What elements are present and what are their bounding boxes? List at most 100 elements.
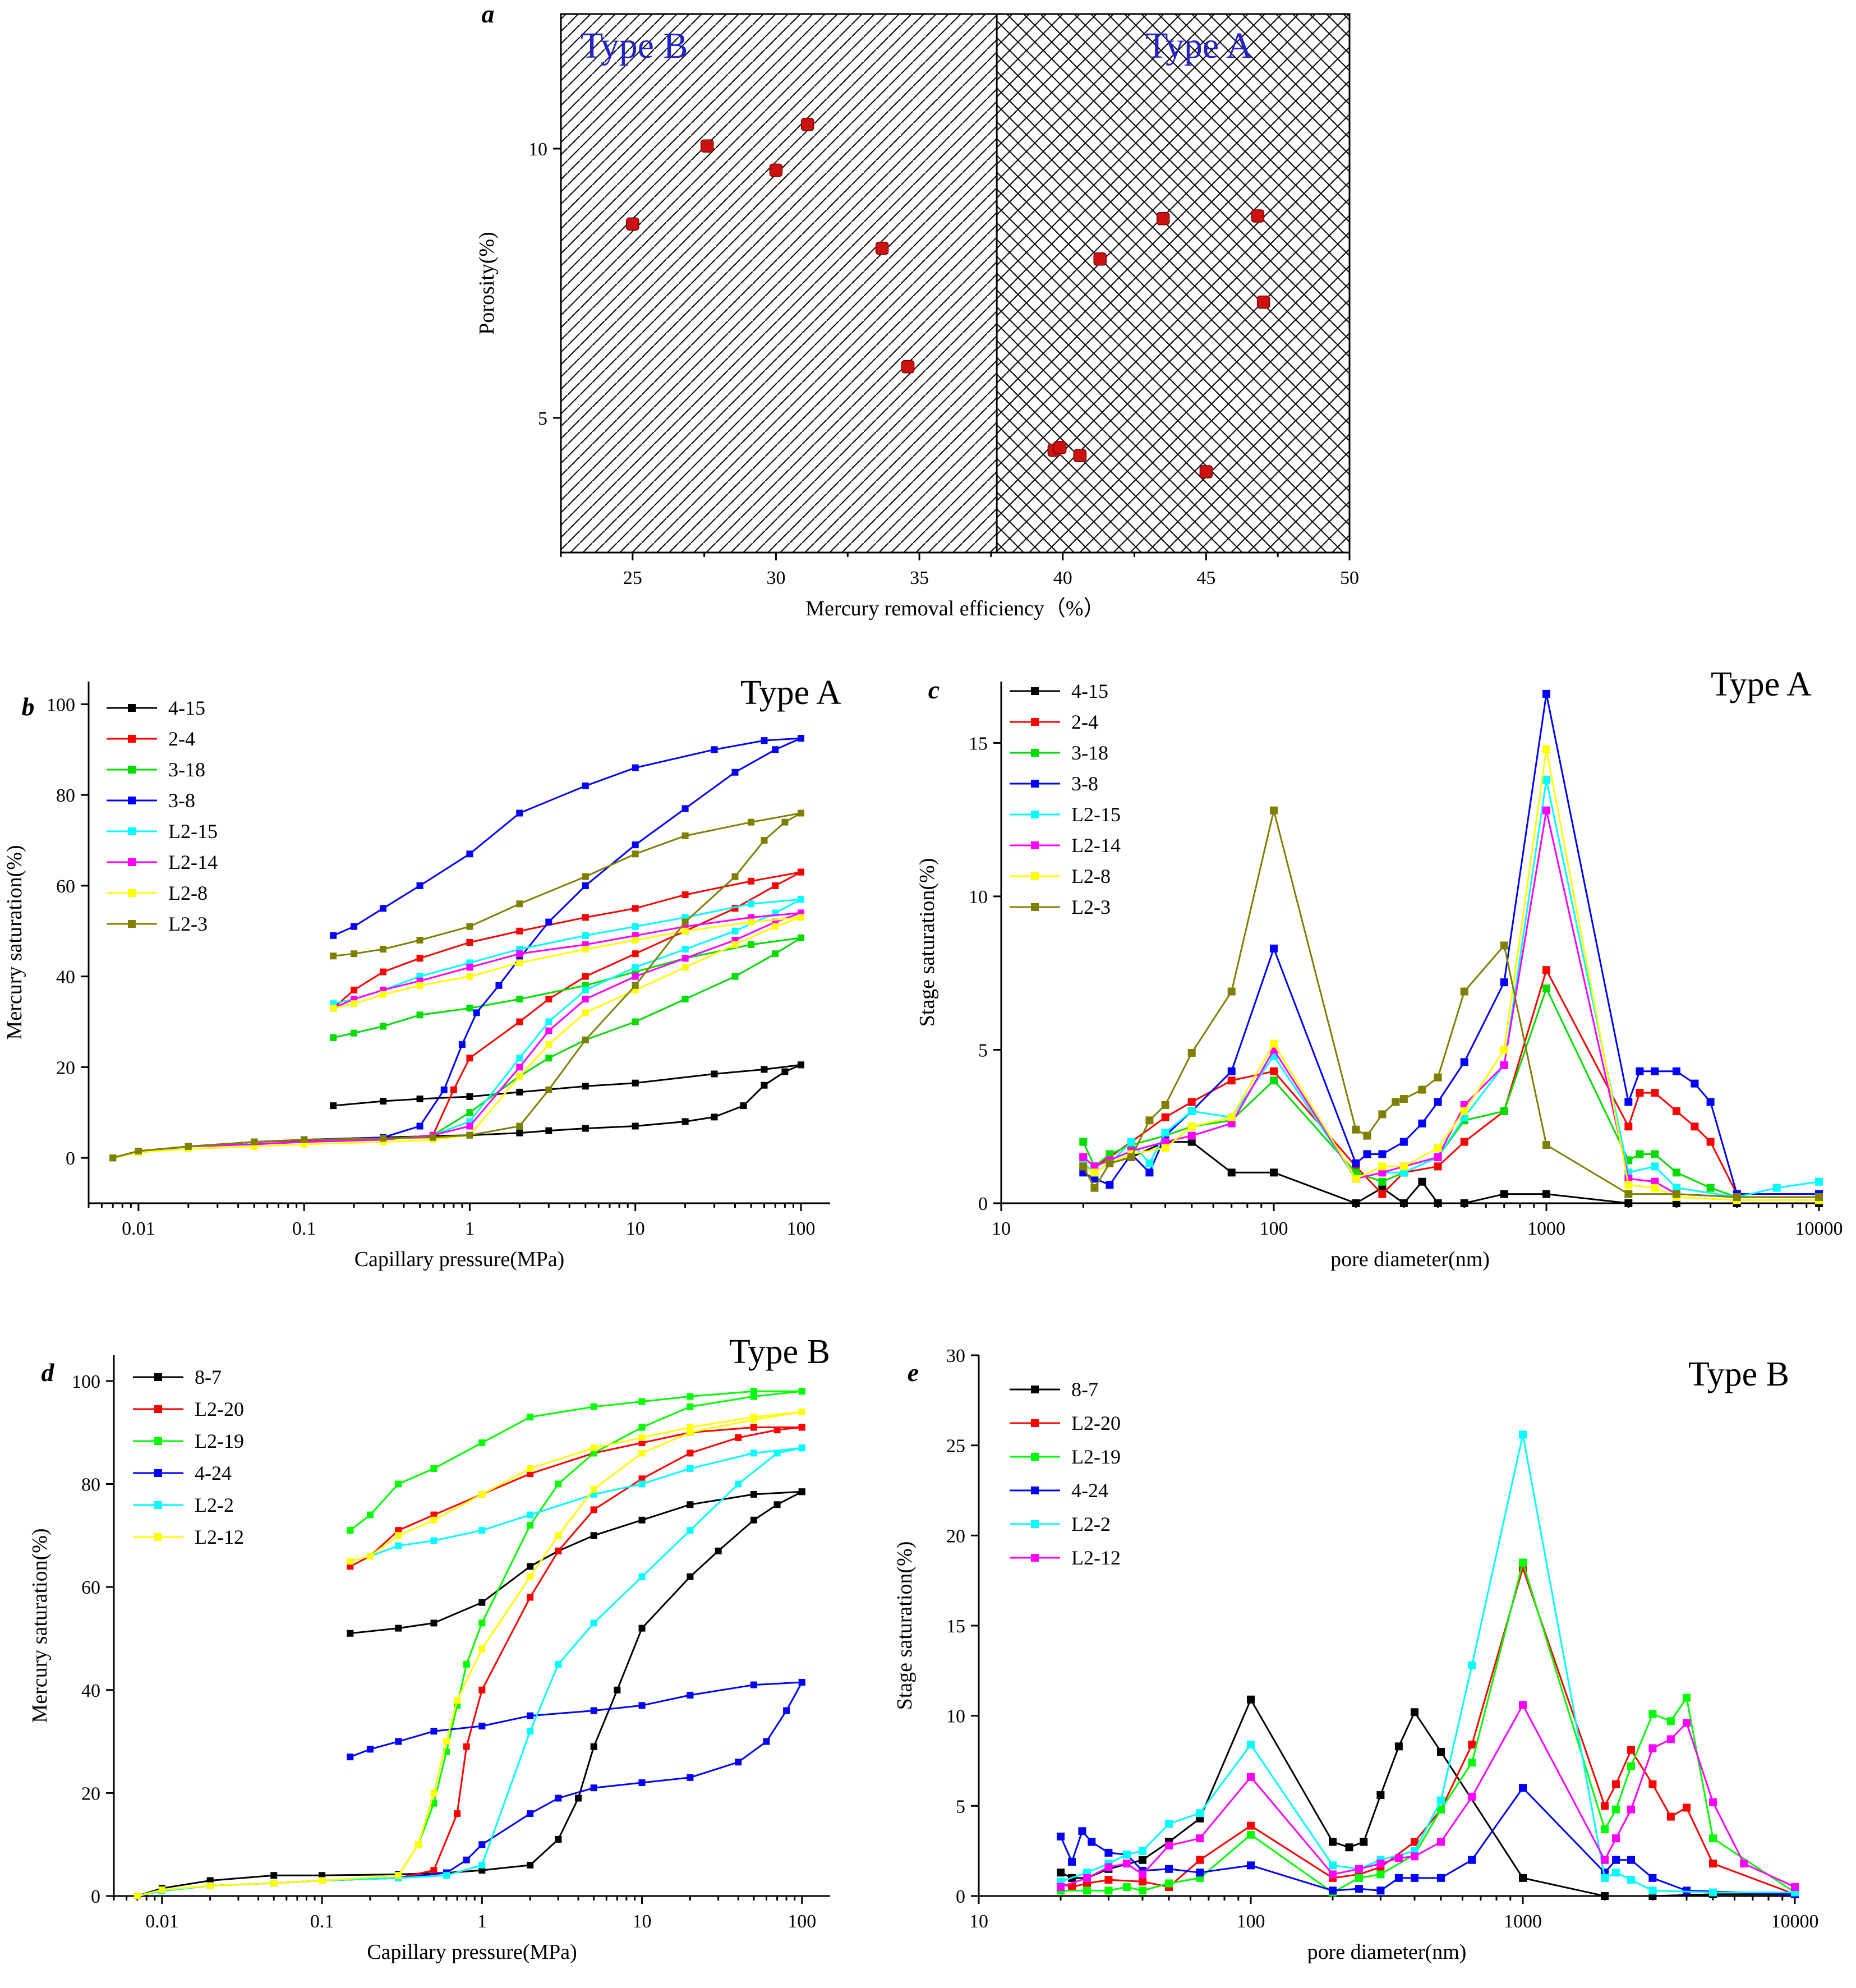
plot-frame [560, 13, 1351, 554]
data-point [1468, 1661, 1476, 1669]
data-point [450, 1086, 457, 1093]
x-tick-label: 1 [465, 1218, 475, 1239]
x-tick-label: 30 [766, 568, 785, 588]
panel-letter: b [22, 692, 35, 721]
legend-marker [128, 704, 136, 712]
data-point [1093, 252, 1107, 266]
x-axis-label: pore diameter(nm) [1330, 1248, 1490, 1271]
data-point [1627, 1856, 1636, 1864]
data-point [798, 1424, 805, 1431]
data-point [582, 932, 589, 939]
data-point [1376, 1860, 1385, 1868]
data-point [1434, 1162, 1442, 1171]
data-point [1542, 776, 1550, 784]
data-point [798, 1061, 805, 1069]
series-line-extrusion [333, 737, 802, 937]
data-point [416, 882, 423, 889]
data-point [1376, 1870, 1385, 1879]
data-point [590, 1444, 597, 1452]
data-point [798, 1488, 805, 1495]
data-point [750, 1414, 757, 1421]
data-point [875, 241, 889, 255]
data-point [1199, 465, 1213, 478]
data-point [1519, 1558, 1527, 1567]
x-axis-label: Mercury removal efficiency（%） [805, 597, 1104, 620]
data-point [527, 1465, 534, 1472]
data-point [638, 1480, 646, 1488]
legend-marker [1031, 780, 1039, 788]
data-point [430, 1789, 437, 1797]
data-point [582, 914, 589, 921]
data-point [395, 1532, 402, 1539]
data-point [1247, 1695, 1255, 1704]
data-point [1068, 1857, 1076, 1866]
data-point [1437, 1747, 1445, 1756]
data-point [1196, 1856, 1204, 1864]
data-point [638, 1475, 646, 1483]
y-tick-label: 20 [946, 1526, 965, 1547]
data-point [1090, 1184, 1099, 1192]
data-point [395, 1480, 402, 1488]
data-point [1227, 1076, 1236, 1085]
data-point [731, 973, 739, 980]
data-point [1651, 1184, 1659, 1192]
legend-marker [1031, 1520, 1039, 1528]
data-point [1791, 1883, 1799, 1891]
data-point [347, 1558, 354, 1565]
data-point [527, 1728, 534, 1735]
data-point [1156, 212, 1170, 226]
data-point [1378, 1150, 1387, 1158]
data-point [1352, 1159, 1360, 1167]
data-point [1651, 1089, 1659, 1097]
data-point [430, 1465, 437, 1472]
data-point [681, 964, 689, 971]
data-point [454, 1697, 461, 1704]
data-point [1079, 1153, 1088, 1161]
data-point [206, 1877, 214, 1884]
y-tick-label: 20 [81, 1783, 100, 1804]
x-tick-label: 0.01 [122, 1218, 155, 1239]
data-point [1328, 1861, 1337, 1870]
x-tick-label: 0.01 [145, 1911, 179, 1932]
data-point [772, 950, 779, 958]
data-point [1600, 1825, 1609, 1834]
data-point [750, 1681, 757, 1688]
data-point [516, 1064, 523, 1071]
data-point [330, 1034, 337, 1041]
data-point [638, 1434, 646, 1441]
data-point [351, 923, 358, 930]
data-point [1460, 1199, 1468, 1207]
panel-c: 10 100 1000 10000 0 5 10 15 pore diameter(nm) Sta… [915, 665, 1843, 1271]
data-point [443, 1872, 450, 1879]
data-point [1270, 806, 1278, 814]
data-point [347, 1630, 354, 1637]
region-diagonal [561, 14, 997, 553]
data-point [1161, 1144, 1169, 1152]
data-point [1247, 1861, 1255, 1870]
data-point [687, 1774, 694, 1781]
data-point [638, 1702, 646, 1709]
data-point [1519, 1701, 1527, 1709]
data-point [351, 1029, 358, 1037]
panel-title: Type A [740, 674, 841, 712]
data-point [1500, 1061, 1508, 1069]
data-point [527, 1712, 534, 1719]
data-point [681, 1118, 689, 1125]
panel-letter: d [42, 1358, 55, 1387]
data-point [416, 1122, 423, 1130]
data-point [632, 841, 639, 849]
panel-letter: e [908, 1358, 919, 1387]
data-point [681, 891, 689, 899]
data-point [626, 217, 639, 231]
data-point [1709, 1834, 1717, 1843]
data-point [516, 809, 523, 817]
data-point [1460, 987, 1468, 996]
data-point [761, 1066, 768, 1073]
data-point [555, 1660, 562, 1668]
y-tick-label: 15 [969, 733, 988, 754]
data-point [1706, 1098, 1715, 1106]
data-point [632, 1122, 639, 1130]
data-point [463, 1743, 470, 1750]
legend-marker [154, 1437, 162, 1445]
data-point [330, 1005, 337, 1012]
